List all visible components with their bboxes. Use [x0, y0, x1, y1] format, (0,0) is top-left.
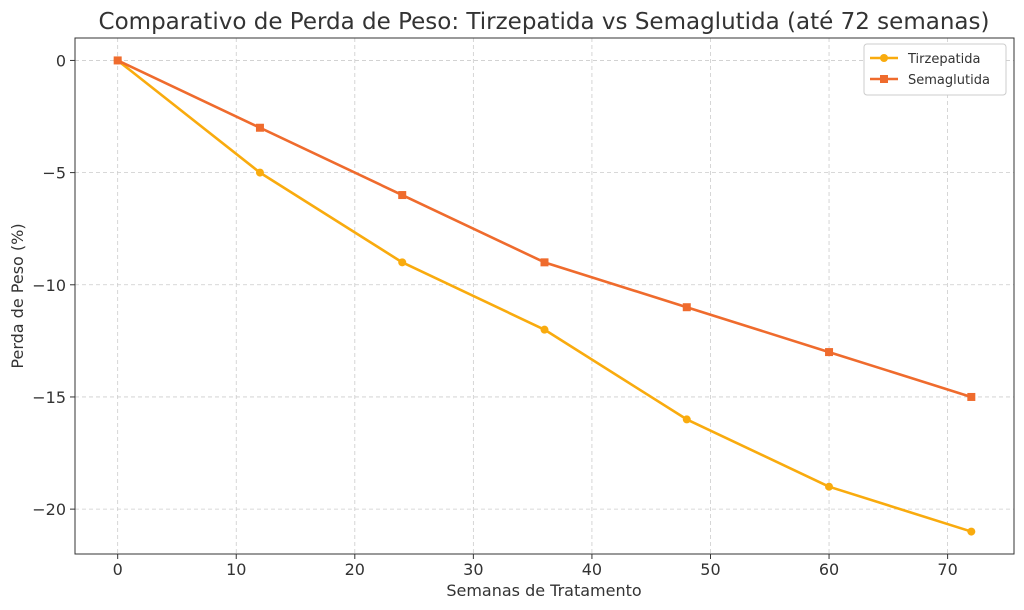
semaglutida-point [255, 123, 264, 132]
axis-ticks: 0 10 20 30 40 50 60 70 0 −5 −10 −15 −20 [32, 51, 958, 579]
x-tick-label: 50 [700, 560, 720, 579]
chart-title: Comparativo de Perda de Peso: Tirzepatid… [99, 9, 990, 35]
semaglutida-point [967, 392, 976, 401]
grid [75, 38, 1014, 554]
semaglutida-point [682, 303, 691, 312]
legend: Tirzepatida Semaglutida [863, 43, 1007, 96]
y-tick-label: −10 [32, 276, 66, 295]
semaglutida-point [825, 348, 834, 357]
x-tick-label: 30 [463, 560, 483, 579]
legend-box [863, 43, 1007, 96]
tirzepatida-legend-marker [880, 54, 888, 62]
y-axis-label: Perda de Peso (%) [8, 223, 27, 368]
y-tick-label: −15 [32, 388, 66, 407]
tirzepatida-point [967, 527, 976, 536]
x-tick-label: 20 [345, 560, 365, 579]
semaglutida-legend-label: Semaglutida [908, 73, 990, 88]
semaglutida-point [540, 258, 549, 267]
y-tick-label: −5 [42, 164, 66, 183]
x-tick-label: 70 [937, 560, 957, 579]
x-axis-label: Semanas de Tratamento [446, 581, 641, 600]
semaglutida-point [398, 191, 407, 200]
semaglutida-point [113, 56, 122, 65]
x-tick-label: 40 [582, 560, 602, 579]
tirzepatida-point [825, 482, 834, 491]
semaglutida-line [117, 59, 972, 399]
tirzepatida-legend-label: Tirzepatida [907, 52, 980, 67]
x-tick-label: 10 [226, 560, 246, 579]
y-tick-label: 0 [56, 51, 66, 70]
plot-frame [74, 37, 1015, 555]
x-tick-label: 60 [819, 560, 839, 579]
tirzepatida-point [682, 415, 691, 424]
tirzepatida-point [255, 168, 264, 177]
series-layer [113, 56, 976, 536]
tirzepatida-line [116, 59, 972, 533]
tirzepatida-point [540, 325, 549, 334]
y-tick-label: −20 [32, 500, 66, 519]
tirzepatida-point [398, 258, 407, 267]
semaglutida-legend-marker [880, 75, 888, 83]
x-tick-label: 0 [113, 560, 123, 579]
